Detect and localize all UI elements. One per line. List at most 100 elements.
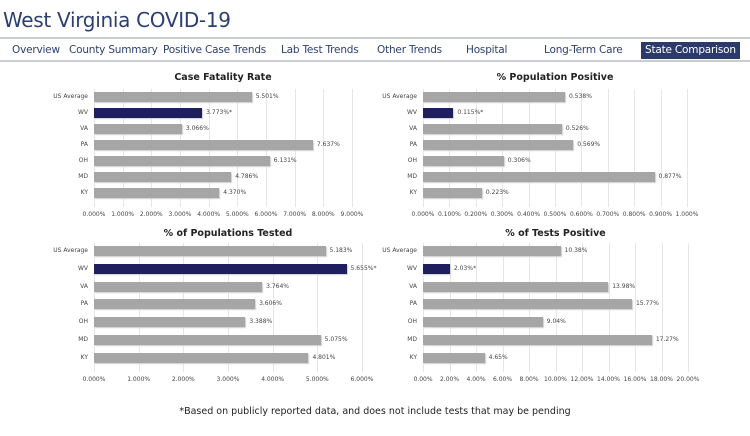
category-label: PA xyxy=(80,300,88,308)
category-label: MD xyxy=(78,173,88,180)
x-tick-label: 6.000% xyxy=(254,211,278,218)
category-label: OH xyxy=(78,157,88,164)
bar-ky xyxy=(423,352,485,363)
category-label: PA xyxy=(409,300,417,308)
footnote: *Based on publicly reported data, and do… xyxy=(179,406,571,417)
x-tick-label: 18.00% xyxy=(650,376,673,383)
bar-pa xyxy=(423,299,632,310)
data-label: 4.65% xyxy=(488,353,508,361)
category-label: MD xyxy=(78,336,88,343)
category-label: KY xyxy=(80,189,88,196)
gridline xyxy=(688,243,689,372)
bar-oh xyxy=(423,156,504,166)
bar-wv xyxy=(94,108,203,118)
data-label: 3.773%* xyxy=(206,109,233,116)
bar-us-average xyxy=(423,246,561,256)
category-label: WV xyxy=(406,109,417,116)
tab-positive-case-trends[interactable]: Positive Case Trends xyxy=(163,44,267,56)
category-label: VA xyxy=(409,125,417,132)
x-tick-label: 1.000% xyxy=(111,211,135,218)
bar-va xyxy=(423,124,562,134)
x-tick-label: 4.000% xyxy=(197,211,221,218)
tab-overview[interactable]: Overview xyxy=(12,44,60,56)
bar-pa xyxy=(94,140,313,150)
chart-title: % Population Positive xyxy=(496,72,614,83)
tab-county-summary[interactable]: County Summary xyxy=(69,44,158,56)
bar-md xyxy=(94,172,232,182)
x-tick-label: 1.000% xyxy=(675,211,699,218)
gridline xyxy=(581,89,583,207)
x-tick-label: 6.000% xyxy=(350,376,374,383)
population-positive-chart: % Population Positive 0.000% 0.100% 0.200% 0… xyxy=(375,72,750,232)
data-label: 0.538% xyxy=(569,93,592,100)
category-label: PA xyxy=(80,141,88,148)
bar-md xyxy=(423,172,655,182)
data-label: 0.569% xyxy=(577,141,601,148)
data-label: 3.066% xyxy=(185,125,209,132)
x-tick-label: 12.00% xyxy=(570,376,594,383)
x-tick-label: 0.500% xyxy=(543,211,567,218)
category-label: PA xyxy=(409,141,417,148)
x-tick-label: 14.00% xyxy=(597,376,620,383)
tab-other-trends[interactable]: Other Trends xyxy=(377,44,442,56)
x-tick-label: 0.400% xyxy=(517,211,541,218)
data-label: 0.223% xyxy=(485,189,509,196)
data-label: 4.786% xyxy=(235,173,259,180)
data-label: 15.77% xyxy=(635,300,659,308)
bar-va xyxy=(94,124,182,134)
data-label: 10.38% xyxy=(564,247,588,254)
x-tick-label: 8.00% xyxy=(519,376,539,383)
data-label: 17.27% xyxy=(655,336,679,343)
x-tick-label: 0.00% xyxy=(413,376,433,383)
gridline xyxy=(317,243,319,372)
category-label: KY xyxy=(409,189,417,196)
category-label: OH xyxy=(78,318,88,326)
bar-va xyxy=(423,281,609,292)
data-label: 5.183% xyxy=(329,247,353,254)
x-tick-label: 0.600% xyxy=(569,211,593,218)
data-label: 0.306% xyxy=(507,157,531,164)
x-tick-label: 7.000% xyxy=(283,211,307,218)
data-label: 5.075% xyxy=(324,336,348,343)
category-label: MD xyxy=(407,173,417,180)
x-tick-label: 0.100% xyxy=(437,211,461,218)
chart-title: % of Populations Tested xyxy=(163,228,293,239)
tests-positive-chart: % of Tests Positive 0.00% 2.00% 4.00% 6.00% 8… xyxy=(375,228,750,388)
category-label: US Average xyxy=(53,93,88,100)
tab-long-term-care[interactable]: Long-Term Care xyxy=(544,44,623,56)
bar-md xyxy=(94,335,321,345)
tab-state-comparison[interactable]: State Comparison xyxy=(641,42,740,59)
bar-wv xyxy=(423,263,450,274)
bar-us-average xyxy=(94,92,252,102)
data-label: 7.637% xyxy=(316,141,340,148)
tab-hospital[interactable]: Hospital xyxy=(466,44,508,56)
data-label: 0.115%* xyxy=(457,109,484,116)
x-tick-label: 3.000% xyxy=(216,376,240,383)
bar-ky xyxy=(94,188,220,198)
chart-title: Case Fatality Rate xyxy=(174,72,272,83)
data-label: 0.526% xyxy=(565,125,589,132)
x-tick-label: 2.000% xyxy=(171,376,195,383)
x-tick-label: 2.000% xyxy=(139,211,163,218)
gridline xyxy=(687,89,688,207)
bar-pa xyxy=(423,140,574,150)
x-tick-label: 2.00% xyxy=(439,376,460,383)
data-label: 0.877% xyxy=(658,173,682,180)
gridline xyxy=(323,89,325,207)
bar-us-average xyxy=(94,246,326,256)
category-label: VA xyxy=(80,282,88,290)
gridline xyxy=(661,243,663,372)
category-label: US Average xyxy=(382,93,417,100)
x-tick-label: 8.000% xyxy=(311,211,335,218)
data-label: 5.655%* xyxy=(350,264,377,272)
gridline xyxy=(634,89,636,207)
tab-lab-test-trends[interactable]: Lab Test Trends xyxy=(281,44,359,56)
data-label: 6.131% xyxy=(273,157,297,164)
x-tick-label: 9.000% xyxy=(340,211,364,218)
category-label: US Average xyxy=(53,247,88,254)
x-tick-label: 1.000% xyxy=(127,376,151,383)
x-tick-label: 0.700% xyxy=(596,211,620,218)
x-tick-label: 10.00% xyxy=(544,376,567,383)
bar-oh xyxy=(423,317,543,328)
data-label: 9.04% xyxy=(546,318,566,326)
